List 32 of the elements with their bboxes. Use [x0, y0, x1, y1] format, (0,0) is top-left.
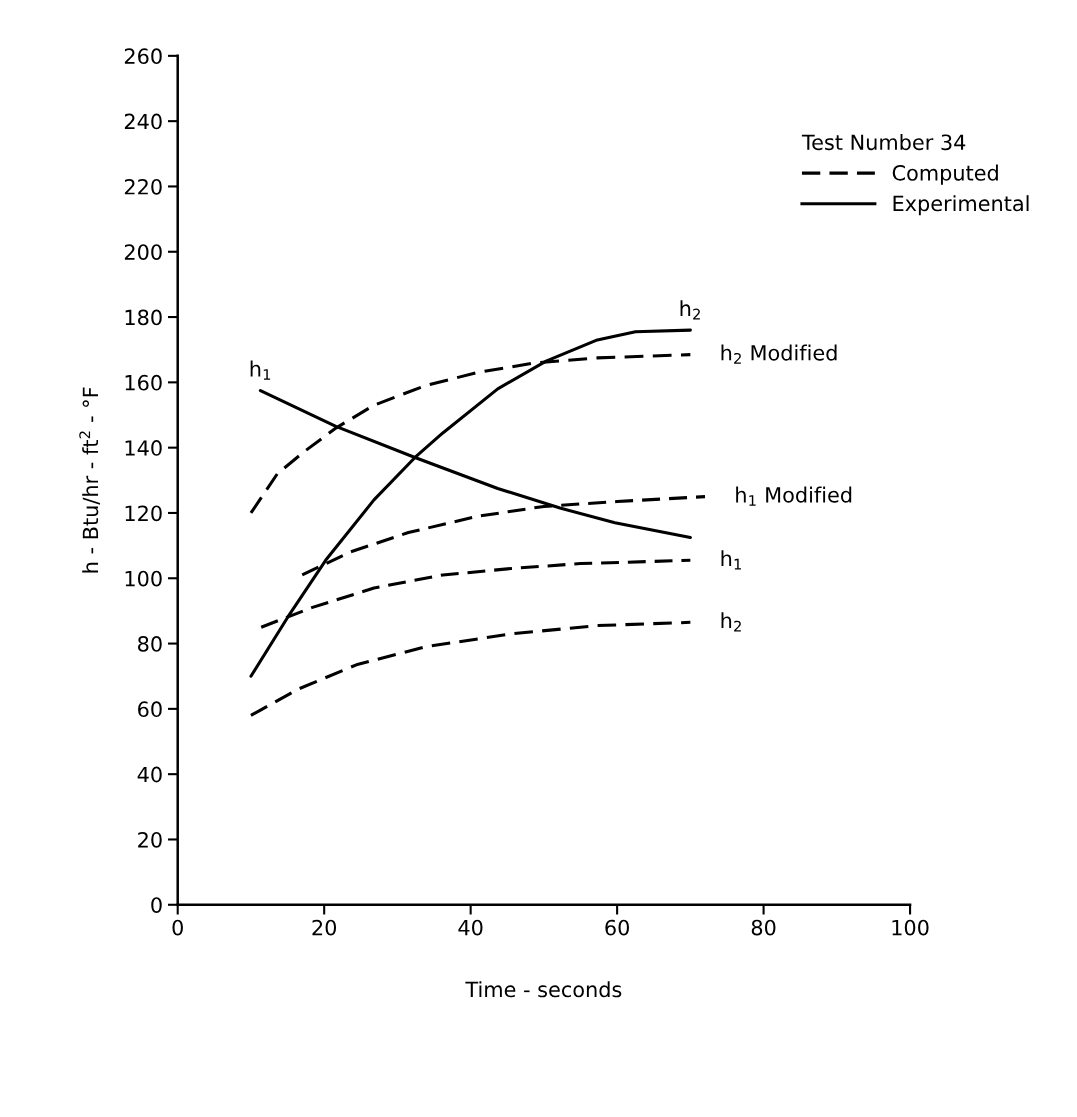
x-tick-label: 60 — [605, 919, 629, 936]
annotation: Computed — [892, 164, 998, 185]
y-tick-label: 160 — [125, 374, 162, 391]
series-label: h$_{2}$ — [680, 300, 700, 320]
y-tick-label: 0 — [151, 897, 162, 913]
x-tick-label: 80 — [751, 919, 776, 936]
y-tick-label: 80 — [138, 636, 162, 652]
y-tick-label: 240 — [124, 113, 162, 130]
y-tick-label: 100 — [125, 570, 162, 587]
series-label: h$_{2}$ Modified — [721, 344, 837, 364]
legend-title: Test Number 34 — [801, 134, 966, 151]
line-series — [249, 620, 692, 717]
y-tick-label: 60 — [138, 701, 162, 718]
series-label: h$_{2}$ — [721, 612, 741, 632]
x-axis-title: Time - seconds — [465, 981, 622, 998]
series-label: h$_{1}$ — [250, 360, 271, 380]
series-label: h$_{1}$ Modified — [736, 486, 852, 506]
series-label: h$_{1}$ — [721, 550, 741, 570]
y-tick-label: 20 — [138, 831, 162, 848]
x-tick-label: 100 — [892, 919, 929, 936]
y-tick-label: 260 — [124, 48, 162, 65]
x-tick-label: 40 — [458, 919, 483, 936]
x-tick-label: 20 — [312, 919, 337, 936]
y-tick-label: 120 — [125, 505, 162, 522]
y-tick-label: 40 — [137, 766, 162, 783]
y-tick-label: 140 — [125, 440, 162, 456]
y-tick-label: 180 — [125, 309, 162, 326]
y-tick-label: 200 — [124, 244, 162, 260]
y-axis-title: h - Btu/hr - ft$^{2}$ - °F — [79, 387, 100, 573]
x-tick-label: 0 — [172, 919, 183, 936]
annotation: Experimental — [893, 195, 1029, 216]
y-tick-label: 220 — [124, 178, 162, 195]
